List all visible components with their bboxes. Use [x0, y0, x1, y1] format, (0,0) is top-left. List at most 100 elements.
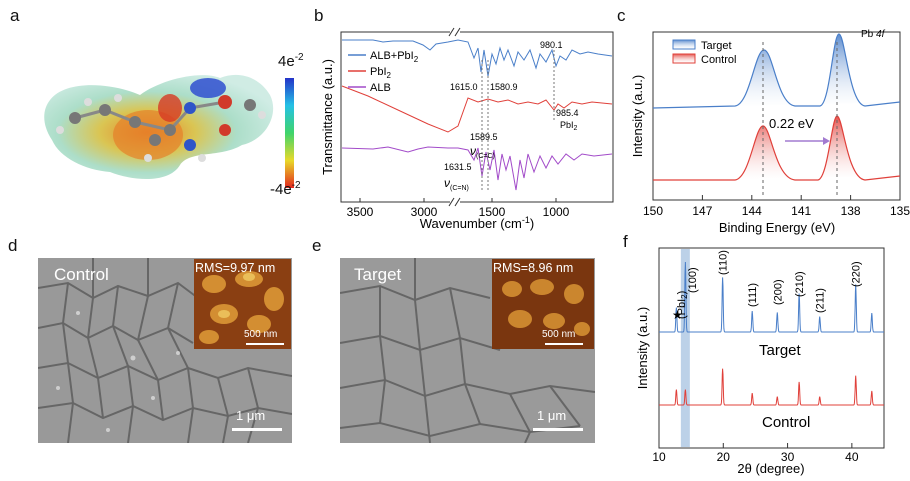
xrd-x-axis-label: 2θ (degree) — [737, 461, 804, 476]
colorbar-min-exp: -2 — [291, 180, 301, 191]
xrd-pbi2-highlight — [680, 249, 690, 447]
panel-label-a: a — [10, 6, 20, 25]
xps-y-axis-label: Intensity (a.u.) — [630, 75, 645, 157]
panel-label-d: d — [8, 236, 18, 255]
annotation-pbi2-main: PbI — [560, 120, 574, 130]
annotation-1615: 1615.0 — [450, 82, 478, 92]
xrd-star-marker: ★ — [672, 308, 683, 322]
xrd-peak-label: (200) — [772, 279, 784, 305]
annotation-pbi2: PbI2 — [560, 120, 578, 132]
legend-alb-pbi2-main: ALB+PbI — [370, 50, 414, 62]
panel-label-b: b — [314, 6, 324, 25]
xps-x-axis-label: Binding Energy (eV) — [719, 220, 835, 235]
xps-control-line — [653, 115, 901, 181]
ftir-curve-pbi2 — [341, 85, 613, 133]
sem-control-title: Control — [54, 265, 109, 284]
ftir-x-axis-label-end: ) — [530, 216, 534, 231]
ftir-curve-alb — [341, 146, 613, 191]
annotation-985: 985.4 — [556, 108, 579, 118]
afm-texture-control — [194, 259, 291, 349]
esp-molecule-figure — [44, 74, 294, 188]
xrd-pbi2-main: (PbI — [676, 299, 688, 319]
ftir-axes-box — [340, 31, 614, 203]
inset-scalebar-target — [545, 343, 583, 345]
colorbar-max-text: 4e — [278, 53, 295, 70]
annotation-1631: 1631.5 — [444, 162, 472, 172]
sem-image-target: Target RMS=8.96 nm 500 nm 1 μm — [340, 258, 595, 443]
legend-text-alb-pbi2: ALB+PbI2 — [370, 50, 419, 64]
annotation-1580: 1580.9 — [490, 82, 518, 92]
xrd-chart: 10 20 30 40 (110)(111) (200) (210)(211)(220) … — [635, 247, 885, 476]
ftir-xtick-label: 3500 — [347, 205, 374, 219]
colorbar-max-label: 4e-2 — [278, 52, 304, 70]
annotation-nu-cc-main: ν — [470, 144, 476, 158]
xps-xtick-label: 138 — [841, 204, 861, 218]
scale-label-target: 1 μm — [537, 408, 567, 423]
rms-target: RMS=8.96 nm — [493, 261, 574, 275]
ftir-y-axis-label: Transmittance (a.u.) — [320, 59, 335, 175]
xrd-target-curve — [659, 261, 884, 333]
xps-ticks: 150 147 144 141 138 135 — [643, 195, 910, 218]
xrd-ticks: 10 20 30 40 — [652, 443, 859, 464]
annotation-nu-cc: ν(C=C) — [470, 144, 495, 160]
colorbar-min-text: -4e — [270, 181, 292, 198]
panel-b: 3500 3000 1500 1000 ALB+PbI2 PbI2 ALB 980.1… — [318, 20, 618, 232]
ftir-x-axis-label: Wavenumber (cm-1) — [420, 215, 534, 231]
xps-control-fill — [653, 116, 900, 180]
ftir-x-axis-label-main: Wavenumber (cm — [420, 216, 522, 231]
ftir-curve-alb-pbi2 — [342, 39, 613, 77]
xrd-xtick-label: 20 — [717, 450, 731, 464]
xps-axes-box — [652, 31, 901, 201]
xps-xtick-label: 147 — [692, 204, 712, 218]
legend-pbi2-main: PbI — [370, 66, 387, 78]
ftir-ticks: 3500 3000 1500 1000 — [347, 198, 570, 219]
panel-a: 4e-2 -4e-2 — [30, 40, 320, 220]
inset-scale-target: 500 nm — [542, 329, 576, 340]
shift-arrow-head — [823, 137, 830, 145]
xrd-pbi2-end: ) — [676, 291, 688, 295]
panel-label-f: f — [623, 232, 628, 251]
esp-colorbar — [285, 78, 294, 188]
xrd-target-label: Target — [759, 342, 802, 359]
xrd-100-label: (100) — [687, 267, 699, 293]
annotation-nu-cn-main: ν — [444, 176, 450, 190]
annotation-pbi2-sub: 2 — [574, 125, 578, 132]
xrd-peak-labels: (110) (111) (200) (210) (211) (220) — [718, 250, 863, 313]
inset-scale-control: 500 nm — [244, 329, 278, 340]
rms-control: RMS=9.97 nm — [195, 261, 276, 275]
molecule-atoms — [56, 94, 266, 162]
xrd-peak-label: (210) — [794, 271, 806, 297]
xps-title-ital: 4f — [876, 29, 886, 40]
xrd-axes-box — [658, 247, 885, 449]
legend-pbi2-sub: 2 — [387, 71, 392, 80]
legend-text-pbi2: PbI2 — [370, 66, 392, 80]
axis-break-top — [448, 27, 461, 37]
annotation-1589: 1589.5 — [470, 132, 498, 142]
annotation-nu-cc-sub: (C=C) — [476, 153, 495, 160]
xps-xtick-label: 144 — [742, 204, 762, 218]
xrd-pbi2-label: (PbI2) — [676, 291, 689, 319]
xrd-xtick-label: 10 — [652, 450, 666, 464]
xps-title: Pb 4f — [861, 29, 886, 40]
xps-xtick-label: 141 — [791, 204, 811, 218]
esp-red-region — [158, 94, 182, 122]
annotation-nu-cn-sub: (C=N) — [450, 185, 469, 192]
esp-blue-region — [190, 78, 226, 98]
legend-text-alb: ALB — [370, 82, 391, 94]
inset-scalebar-control — [246, 343, 284, 345]
xps-xtick-label: 135 — [890, 204, 910, 218]
panel-label-c: c — [617, 6, 626, 25]
scalebar-control — [232, 428, 282, 431]
xrd-control-curve — [659, 368, 884, 406]
xrd-peak-label: (220) — [851, 261, 863, 287]
ftir-xtick-label: 1000 — [543, 205, 570, 219]
legend-text-target: Target — [701, 40, 732, 52]
axis-break-bottom — [448, 197, 461, 207]
afm-inset-control: RMS=9.97 nm 500 nm — [194, 259, 291, 349]
ftir-chart: 3500 3000 1500 1000 ALB+PbI2 PbI2 ALB 980.1… — [320, 27, 614, 231]
sem-grains-target — [340, 258, 595, 443]
sem-image-control: Control RMS=9.97 nm 500 nm 1 μm — [38, 258, 292, 443]
xps-target-fill — [653, 34, 900, 108]
legend-swatch-target — [672, 39, 696, 50]
ftir-x-axis-label-sup: -1 — [522, 215, 530, 225]
